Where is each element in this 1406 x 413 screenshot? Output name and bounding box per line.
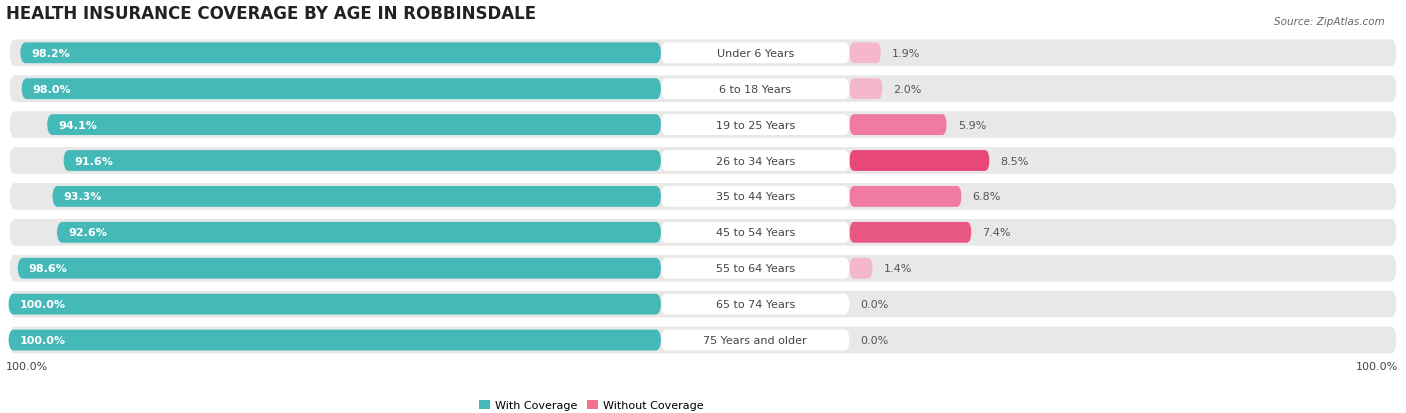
Text: Source: ZipAtlas.com: Source: ZipAtlas.com [1274, 17, 1385, 26]
FancyBboxPatch shape [849, 79, 883, 100]
Text: HEALTH INSURANCE COVERAGE BY AGE IN ROBBINSDALE: HEALTH INSURANCE COVERAGE BY AGE IN ROBB… [6, 5, 536, 23]
FancyBboxPatch shape [21, 79, 661, 100]
Text: 6.8%: 6.8% [973, 192, 1001, 202]
FancyBboxPatch shape [20, 43, 661, 64]
FancyBboxPatch shape [661, 258, 849, 279]
FancyBboxPatch shape [661, 222, 849, 243]
FancyBboxPatch shape [849, 258, 873, 279]
FancyBboxPatch shape [661, 43, 849, 64]
Text: 8.5%: 8.5% [1001, 156, 1029, 166]
FancyBboxPatch shape [17, 258, 661, 279]
Text: 45 to 54 Years: 45 to 54 Years [716, 228, 794, 238]
FancyBboxPatch shape [8, 182, 1398, 211]
Text: 94.1%: 94.1% [58, 120, 97, 130]
FancyBboxPatch shape [8, 218, 1398, 247]
FancyBboxPatch shape [8, 330, 661, 351]
FancyBboxPatch shape [8, 111, 1398, 140]
FancyBboxPatch shape [8, 254, 1398, 283]
Text: 100.0%: 100.0% [20, 299, 66, 309]
Text: 55 to 64 Years: 55 to 64 Years [716, 263, 794, 273]
FancyBboxPatch shape [849, 187, 962, 207]
Text: 1.4%: 1.4% [883, 263, 912, 273]
FancyBboxPatch shape [849, 222, 972, 243]
Text: 100.0%: 100.0% [20, 335, 66, 345]
FancyBboxPatch shape [849, 151, 990, 171]
Text: 0.0%: 0.0% [860, 299, 889, 309]
Text: 5.9%: 5.9% [957, 120, 986, 130]
Text: 2.0%: 2.0% [894, 85, 922, 95]
FancyBboxPatch shape [56, 222, 661, 243]
FancyBboxPatch shape [661, 151, 849, 171]
FancyBboxPatch shape [8, 39, 1398, 68]
FancyBboxPatch shape [661, 330, 849, 351]
FancyBboxPatch shape [661, 115, 849, 136]
Text: 100.0%: 100.0% [6, 361, 48, 371]
Text: 19 to 25 Years: 19 to 25 Years [716, 120, 794, 130]
Text: 98.2%: 98.2% [31, 49, 70, 59]
FancyBboxPatch shape [46, 115, 661, 136]
Text: 65 to 74 Years: 65 to 74 Years [716, 299, 794, 309]
FancyBboxPatch shape [661, 187, 849, 207]
Text: 98.0%: 98.0% [32, 85, 72, 95]
FancyBboxPatch shape [8, 290, 1398, 319]
FancyBboxPatch shape [661, 79, 849, 100]
Text: 75 Years and older: 75 Years and older [703, 335, 807, 345]
FancyBboxPatch shape [52, 187, 661, 207]
FancyBboxPatch shape [849, 43, 880, 64]
FancyBboxPatch shape [661, 294, 849, 315]
Text: 91.6%: 91.6% [75, 156, 114, 166]
Text: 35 to 44 Years: 35 to 44 Years [716, 192, 794, 202]
Text: 6 to 18 Years: 6 to 18 Years [720, 85, 792, 95]
Text: 0.0%: 0.0% [860, 335, 889, 345]
FancyBboxPatch shape [8, 75, 1398, 104]
Text: 100.0%: 100.0% [1355, 361, 1398, 371]
FancyBboxPatch shape [849, 115, 946, 136]
Text: Under 6 Years: Under 6 Years [717, 49, 794, 59]
Text: 26 to 34 Years: 26 to 34 Years [716, 156, 794, 166]
Text: 93.3%: 93.3% [63, 192, 101, 202]
Text: 1.9%: 1.9% [891, 49, 921, 59]
Legend: With Coverage, Without Coverage: With Coverage, Without Coverage [479, 400, 704, 410]
Text: 92.6%: 92.6% [67, 228, 107, 238]
FancyBboxPatch shape [8, 147, 1398, 176]
FancyBboxPatch shape [63, 151, 661, 171]
FancyBboxPatch shape [8, 294, 661, 315]
FancyBboxPatch shape [8, 325, 1398, 355]
Text: 7.4%: 7.4% [983, 228, 1011, 238]
Text: 98.6%: 98.6% [28, 263, 67, 273]
